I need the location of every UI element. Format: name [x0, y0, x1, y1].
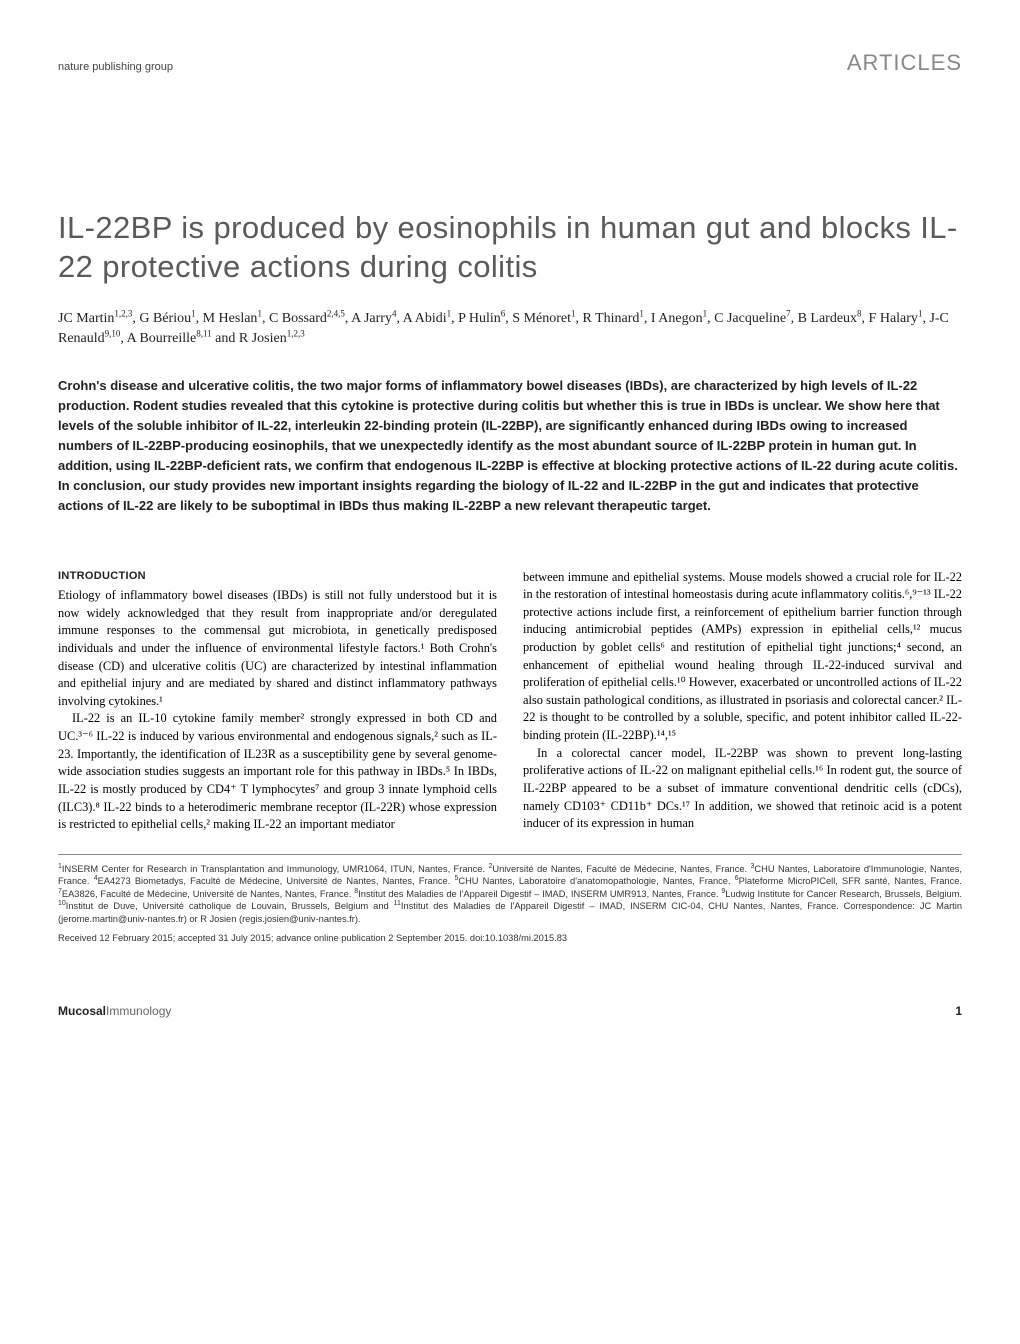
page-footer: MucosalImmunology 1	[58, 1003, 962, 1019]
journal-name-light: Immunology	[106, 1004, 171, 1018]
journal-name: MucosalImmunology	[58, 1003, 171, 1019]
section-label: ARTICLES	[847, 48, 962, 78]
affiliations: 1INSERM Center for Research in Transplan…	[58, 854, 962, 926]
article-title: IL-22BP is produced by eosinophils in hu…	[58, 208, 962, 287]
body-text: INTRODUCTION Etiology of inflammatory bo…	[58, 569, 962, 834]
page-header: nature publishing group ARTICLES	[58, 48, 962, 78]
column-left: INTRODUCTION Etiology of inflammatory bo…	[58, 569, 497, 834]
section-heading-introduction: INTRODUCTION	[58, 569, 497, 585]
paragraph: Etiology of inflammatory bowel diseases …	[58, 587, 497, 710]
paragraph: between immune and epithelial systems. M…	[523, 569, 962, 745]
page-number: 1	[955, 1003, 962, 1019]
column-right: between immune and epithelial systems. M…	[523, 569, 962, 834]
publisher-label: nature publishing group	[58, 60, 173, 75]
author-list: JC Martin1,2,3, G Bériou1, M Heslan1, C …	[58, 309, 962, 350]
paragraph: IL-22 is an IL-10 cytokine family member…	[58, 710, 497, 833]
journal-name-bold: Mucosal	[58, 1004, 106, 1018]
paragraph: In a colorectal cancer model, IL-22BP wa…	[523, 745, 962, 833]
abstract: Crohn's disease and ulcerative colitis, …	[58, 376, 962, 517]
received-line: Received 12 February 2015; accepted 31 J…	[58, 932, 962, 945]
